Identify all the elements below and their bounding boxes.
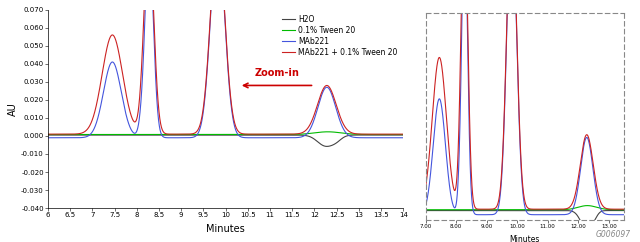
H2O (323, 145, 331, 148)
MAb221 + 0.1% Tween 20 (180, 133, 188, 136)
MAb221 + 0.1% Tween 20 (84, 126, 92, 129)
MAb221 (354, 136, 362, 139)
H2O (354, 134, 362, 136)
Text: G006097: G006097 (595, 230, 630, 239)
MAb221 (84, 134, 92, 137)
MAb221 (44, 136, 52, 139)
X-axis label: Minutes: Minutes (206, 224, 245, 234)
Legend: H2O, 0.1% Tween 20, MAb221, MAb221 + 0.1% Tween 20: H2O, 0.1% Tween 20, MAb221, MAb221 + 0.1… (280, 14, 399, 58)
MAb221 + 0.1% Tween 20 (106, 37, 113, 40)
MAb221 (399, 136, 407, 139)
MAb221 + 0.1% Tween 20 (399, 133, 407, 136)
MAb221 (180, 136, 188, 139)
MAb221 (106, 64, 113, 67)
Line: H2O: H2O (48, 135, 403, 146)
0.1% Tween 20 (84, 133, 92, 136)
MAb221 + 0.1% Tween 20 (354, 133, 362, 136)
H2O (84, 134, 92, 136)
0.1% Tween 20 (44, 133, 52, 136)
Text: Zoom-in: Zoom-in (254, 68, 299, 78)
0.1% Tween 20 (399, 133, 407, 136)
0.1% Tween 20 (324, 130, 332, 133)
0.1% Tween 20 (180, 133, 188, 136)
H2O (44, 134, 52, 136)
H2O (180, 134, 188, 136)
MAb221 + 0.1% Tween 20 (392, 133, 400, 136)
Line: 0.1% Tween 20: 0.1% Tween 20 (48, 132, 403, 135)
H2O (392, 134, 400, 136)
Line: MAb221 + 0.1% Tween 20: MAb221 + 0.1% Tween 20 (48, 0, 403, 134)
H2O (106, 134, 113, 136)
MAb221 + 0.1% Tween 20 (196, 125, 204, 128)
X-axis label: Minutes: Minutes (509, 235, 540, 242)
MAb221 (392, 136, 400, 139)
Line: MAb221: MAb221 (48, 0, 403, 138)
0.1% Tween 20 (392, 133, 400, 136)
MAb221 + 0.1% Tween 20 (44, 133, 52, 136)
MAb221 (196, 128, 204, 131)
H2O (196, 134, 204, 136)
Y-axis label: AU: AU (8, 102, 19, 116)
H2O (399, 134, 407, 136)
0.1% Tween 20 (196, 133, 204, 136)
0.1% Tween 20 (354, 133, 362, 136)
0.1% Tween 20 (106, 133, 113, 136)
